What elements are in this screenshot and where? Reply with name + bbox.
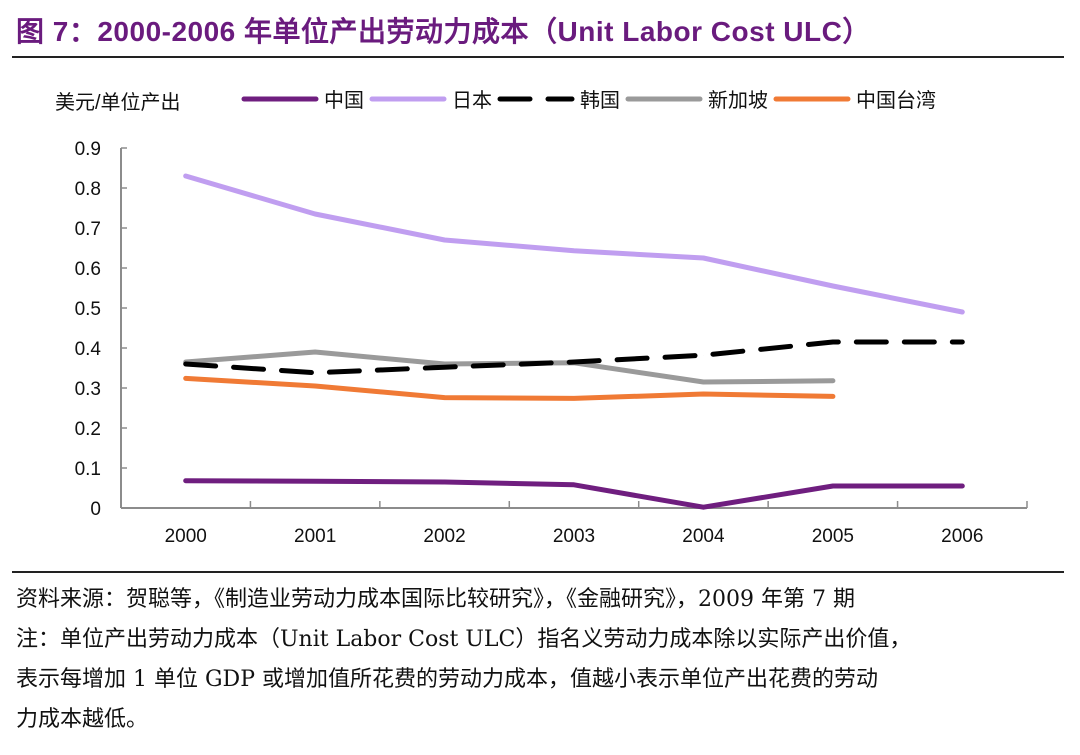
y-tick-label: 0.4: [75, 339, 102, 360]
chart-notes: 资料来源：贺聪等，《制造业劳动力成本国际比较研究》，《金融研究》，2009 年第…: [16, 580, 1066, 740]
y-tick-label: 0: [90, 499, 101, 520]
legend-swatch-taiwan: [773, 96, 851, 101]
legend-label-singapore: 新加坡: [708, 90, 768, 112]
y-tick-label: 0.3: [75, 379, 101, 400]
legend-swatch-korea: [497, 96, 575, 101]
note-line-2: 表示每增加 1 单位 GDP 或增加值所花费的劳动力成本，值越小表示单位产出花费…: [16, 667, 878, 692]
series-line-1: [183, 173, 965, 315]
note-line-1: 注：单位产出劳动力成本（Unit Labor Cost ULC）指名义劳动力成本…: [16, 627, 912, 652]
chart-title: 图 7：2000-2006 年单位产出劳动力成本（Unit Labor Cost…: [16, 16, 871, 47]
legend-item-korea: 韩国: [496, 84, 620, 113]
y-tick-label: 0.7: [75, 219, 101, 240]
y-tick-label: 0.1: [75, 459, 101, 480]
legend-item-china: 中国: [240, 84, 364, 113]
note-line-3: 力成本越低。: [16, 707, 149, 732]
y-tick-label: 0.6: [75, 259, 101, 280]
x-tick-label: 2006: [941, 526, 983, 547]
legend-swatch-china: [241, 96, 319, 101]
x-tick-label: 2005: [812, 526, 854, 547]
chart-legend: 中国 日本 韩国 新加坡 中国台湾: [240, 84, 940, 113]
x-tick-label: 2004: [682, 526, 725, 547]
x-tick-label: 2002: [423, 526, 465, 547]
series-line-2: [183, 339, 965, 376]
legend-swatch-japan: [369, 96, 447, 101]
line-chart: 0 0.1 0.2 0.3 0.4 0.5 0.6 0.7 0.8 0.9 2000 2001 2002…: [75, 139, 1028, 547]
series-line-4: [183, 375, 836, 401]
y-axis-unit-label: 美元/单位产出: [55, 92, 181, 114]
series-line-3: [183, 349, 836, 385]
legend-label-china: 中国: [324, 90, 364, 112]
chart-series: [183, 173, 965, 510]
y-tick-label: 0.5: [75, 299, 101, 320]
y-tick-label: 0.2: [75, 419, 101, 440]
chart-axes: 0 0.1 0.2 0.3 0.4 0.5 0.6 0.7 0.8 0.9 2000 2001 2002…: [75, 139, 1028, 547]
title-divider: [12, 56, 1064, 58]
legend-swatch-singapore: [625, 96, 703, 101]
x-tick-label: 2003: [553, 526, 595, 547]
source-text: 资料来源：贺聪等，《制造业劳动力成本国际比较研究》，《金融研究》，2009 年第…: [16, 587, 855, 612]
legend-item-singapore: 新加坡: [624, 84, 768, 113]
legend-item-japan: 日本: [368, 84, 492, 113]
y-tick-label: 0.8: [75, 179, 101, 200]
y-tick-label: 0.9: [75, 139, 101, 160]
x-tick-label: 2000: [165, 526, 207, 547]
legend-label-japan: 日本: [452, 90, 492, 112]
x-tick-label: 2001: [294, 526, 336, 547]
notes-divider: [12, 571, 1064, 573]
legend-label-taiwan: 中国台湾: [856, 90, 936, 112]
legend-label-korea: 韩国: [580, 90, 620, 112]
legend-item-taiwan: 中国台湾: [772, 84, 936, 113]
